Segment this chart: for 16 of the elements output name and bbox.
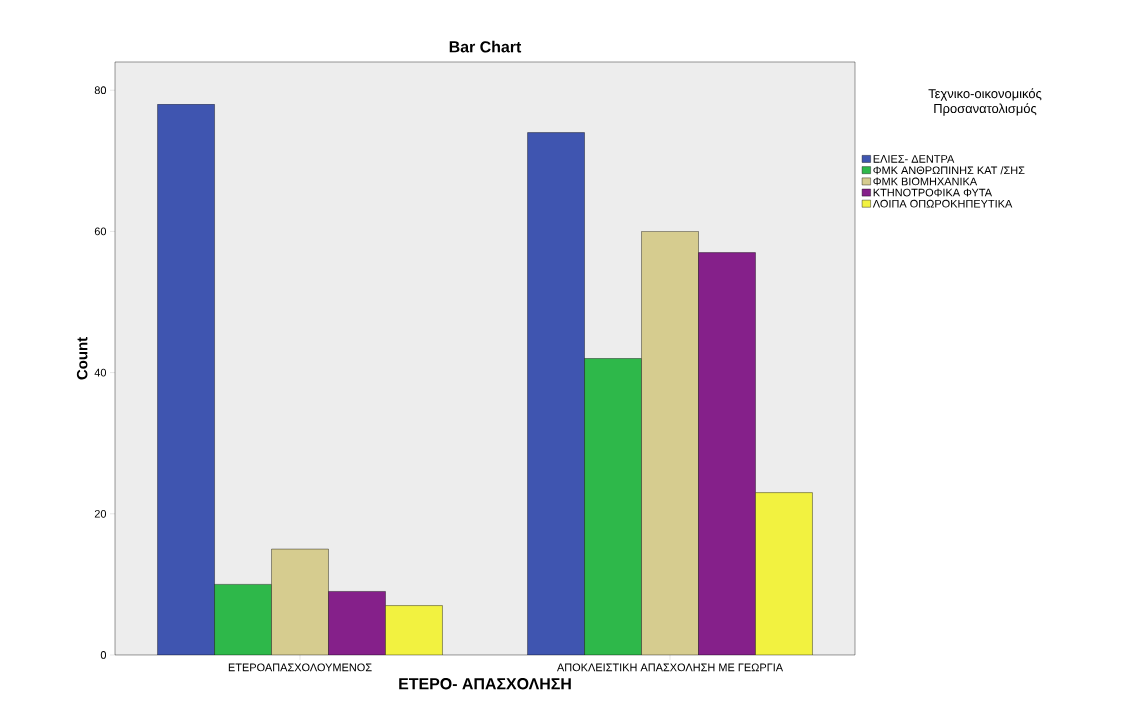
- y-tick-label: 80: [94, 86, 107, 95]
- y-tick-label: 40: [94, 368, 107, 377]
- chart-title: Bar Chart: [449, 40, 522, 53]
- x-tick-label: ΕΤΕΡΟΑΠΑΣΧΟΛΟΥΜΕΝΟΣ: [228, 663, 372, 672]
- y-tick-label: 60: [94, 227, 107, 236]
- legend-label: ΕΛΙΕΣ- ΔΕΝΤΡΑ: [873, 155, 955, 163]
- y-tick-label: 0: [100, 651, 107, 659]
- legend-label: ΦΜΚ ΑΝΘΡΩΠΙΝΗΣ ΚΑΤ /ΣΗΣ: [873, 166, 1025, 175]
- legend-label: ΛΟΙΠΑ ΟΠΩΡΟΚΗΠΕΥΤΙΚΑ: [872, 199, 1013, 208]
- x-axis-title: ΕΤΕΡΟ- ΑΠΑΣΧΟΛΗΣΗ: [399, 678, 571, 690]
- x-tick-label: ΑΠΟΚΛΕΙΣΤΙΚΗ ΑΠΑΣΧΟΛΗΣΗ ΜΕ ΓΕΩΡΓΙΑ: [556, 663, 784, 672]
- y-tick-label: 20: [94, 509, 107, 518]
- legend-title: Τεχνικο-οικονομικός Προσανατολισμός: [928, 88, 1042, 116]
- y-axis-title: Count: [76, 337, 88, 380]
- legend-label: ΚΤΗΝΟΤΡΟΦΙΚΑ ΦΥΤΑ: [873, 188, 993, 197]
- legend-label: ΦΜΚ ΒΙΟΜΗΧΑΝΙΚΑ: [873, 177, 978, 186]
